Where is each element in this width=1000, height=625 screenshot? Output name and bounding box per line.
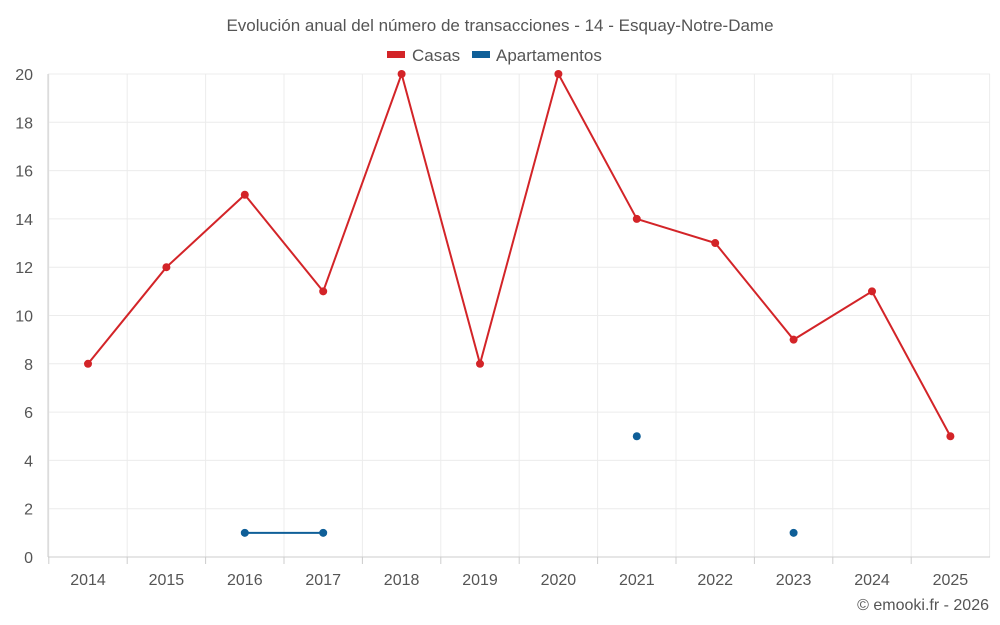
x-tick-label: 2022 xyxy=(697,572,733,589)
y-tick-label: 6 xyxy=(24,405,33,422)
x-tick-label: 2024 xyxy=(854,572,890,589)
data-point-casas[interactable] xyxy=(632,214,641,223)
x-tick-label: 2018 xyxy=(384,572,420,589)
legend: Casas Apartamentos xyxy=(387,46,602,65)
data-point-casas[interactable] xyxy=(240,190,249,199)
y-tick-label: 14 xyxy=(15,212,33,229)
legend-item-casas[interactable]: Casas xyxy=(387,46,460,65)
grid xyxy=(48,73,991,557)
x-tick-label: 2025 xyxy=(933,572,969,589)
chart-title: Evolución anual del número de transaccio… xyxy=(226,16,773,35)
x-tick-label: 2023 xyxy=(776,572,812,589)
legend-label-apartamentos: Apartamentos xyxy=(496,46,602,65)
legend-swatch-apartamentos xyxy=(472,51,490,58)
x-tick-label: 2016 xyxy=(227,572,263,589)
x-tick-label: 2014 xyxy=(70,572,106,589)
x-tick-label: 2021 xyxy=(619,572,655,589)
series xyxy=(84,70,955,537)
data-point-casas[interactable] xyxy=(868,287,876,296)
y-tick-label: 12 xyxy=(15,260,33,277)
y-tick-label: 8 xyxy=(24,357,33,374)
data-point-casas[interactable] xyxy=(84,359,92,368)
data-point-apartamentos[interactable] xyxy=(632,432,641,441)
y-tick-label: 16 xyxy=(15,164,33,181)
x-tick-label: 2019 xyxy=(462,572,498,589)
data-point-casas[interactable] xyxy=(711,239,720,248)
y-tick-label: 2 xyxy=(24,502,33,519)
data-point-casas[interactable] xyxy=(789,335,798,344)
data-point-apartamentos[interactable] xyxy=(319,528,328,537)
data-point-casas[interactable] xyxy=(476,359,484,368)
x-tick-label: 2015 xyxy=(149,572,185,589)
legend-swatch-casas xyxy=(387,51,405,58)
legend-label-casas: Casas xyxy=(412,46,460,65)
data-point-apartamentos[interactable] xyxy=(789,528,798,537)
y-tick-label: 4 xyxy=(24,453,33,470)
series-line-casas xyxy=(87,70,952,437)
y-tick-label: 10 xyxy=(15,309,33,326)
series-casas xyxy=(84,70,955,441)
legend-item-apartamentos[interactable]: Apartamentos xyxy=(472,46,602,65)
data-point-casas[interactable] xyxy=(946,432,955,441)
x-tick-label: 2017 xyxy=(305,572,341,589)
credit-text: © emooki.fr - 2026 xyxy=(857,597,989,614)
x-tick-label: 2020 xyxy=(541,572,577,589)
data-point-casas[interactable] xyxy=(319,287,328,296)
data-point-casas[interactable] xyxy=(162,263,171,272)
y-tick-label: 18 xyxy=(15,115,33,132)
y-tick-label: 20 xyxy=(15,67,33,84)
data-point-casas[interactable] xyxy=(554,70,563,78)
data-point-apartamentos[interactable] xyxy=(240,528,249,537)
data-point-casas[interactable] xyxy=(397,70,406,78)
axes: 0 2 4 6 8 10 12 14 16 18 20 2014 2015 2016 2017 2018 201… xyxy=(15,67,990,589)
series-apartamentos xyxy=(240,432,798,537)
y-tick-label: 0 xyxy=(24,550,33,567)
